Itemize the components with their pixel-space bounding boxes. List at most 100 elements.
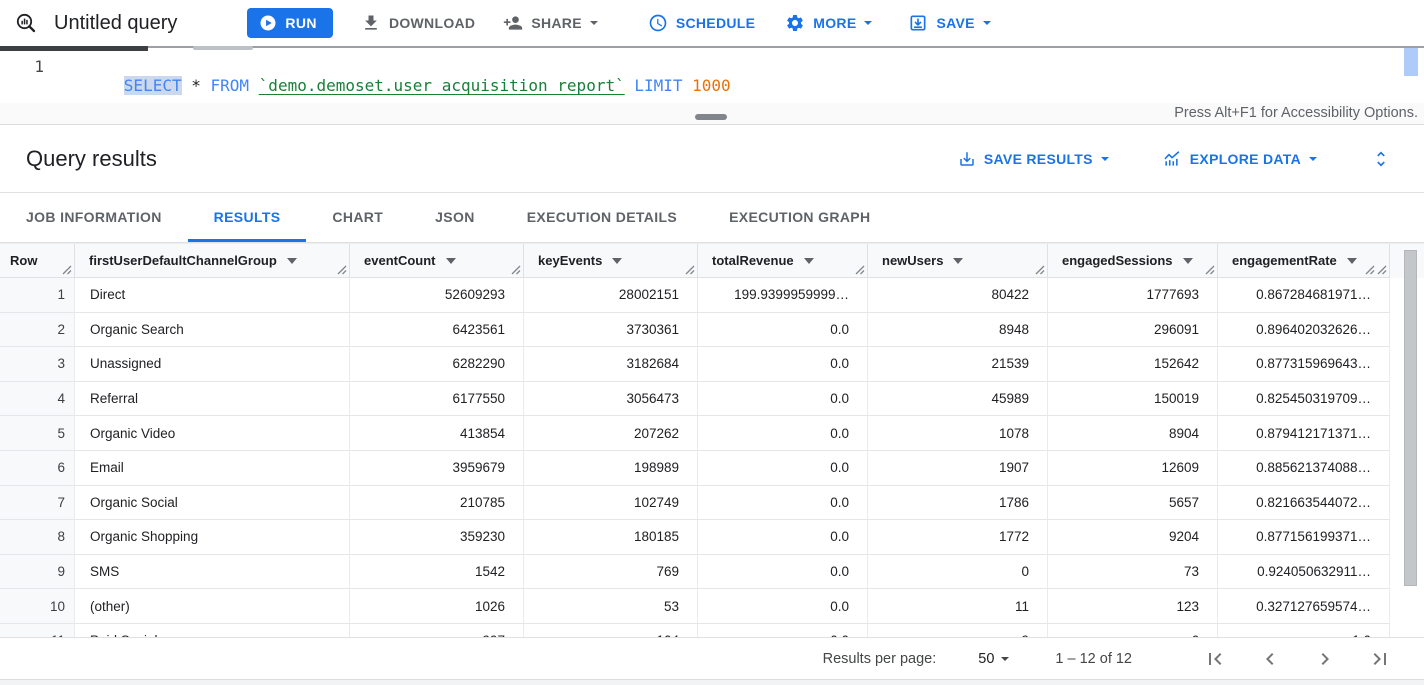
tab-execution-graph[interactable]: EXECUTION GRAPH <box>729 209 871 225</box>
column-header-label: totalRevenue <box>712 253 794 268</box>
table-row: 11Paid Social9971040.0961.0 <box>0 623 1424 637</box>
table-edge-resize-handle-icon[interactable] <box>1365 265 1375 275</box>
column-resize-handle-icon[interactable] <box>685 265 695 275</box>
column-header-label: newUsers <box>882 253 944 268</box>
previous-page-button[interactable] <box>1258 647 1282 671</box>
table-cell: 1907 <box>868 450 1048 486</box>
table-cell: Organic Video <box>75 416 350 451</box>
column-sort-caret-icon[interactable] <box>953 257 964 264</box>
page-size-select[interactable]: 50 <box>978 650 1010 667</box>
table-row: 6 Email 3959679 198989 0.0 1907 12609 0.8856213… <box>0 450 1424 486</box>
sql-keyword-limit: LIMIT <box>624 76 693 95</box>
column-resize-handle-icon[interactable] <box>1205 265 1215 275</box>
next-page-button[interactable] <box>1313 647 1337 671</box>
more-button[interactable]: MORE <box>785 13 873 33</box>
row-number-cell: 6 <box>0 450 75 486</box>
table-cell: 102749 <box>524 485 698 521</box>
column-header-Row[interactable]: Row <box>0 244 75 278</box>
run-button[interactable]: RUN <box>247 8 333 38</box>
column-sort-caret-icon[interactable] <box>803 257 814 264</box>
table-cell: 53 <box>524 589 698 624</box>
run-button-label: RUN <box>285 15 317 31</box>
column-sort-caret-icon[interactable] <box>1346 257 1357 264</box>
column-header-totalRevenue[interactable]: totalRevenue <box>698 244 868 278</box>
column-header-keyEvents[interactable]: keyEvents <box>524 244 698 278</box>
column-header-eventCount[interactable]: eventCount <box>350 244 524 278</box>
column-header-label: firstUserDefaultChannelGroup <box>89 253 277 268</box>
schedule-button-label: SCHEDULE <box>675 15 756 31</box>
tab-chart[interactable]: CHART <box>332 209 384 225</box>
table-cell: 0.825450319709… <box>1218 381 1390 417</box>
clock-icon <box>648 13 668 33</box>
table-scrollbar-thumb[interactable] <box>1404 250 1417 586</box>
column-sort-caret-icon[interactable] <box>286 257 297 264</box>
table-cell: 6177550 <box>350 381 524 417</box>
share-button-label: SHARE <box>531 15 582 31</box>
column-header-newUsers[interactable]: newUsers <box>868 244 1048 278</box>
column-header-engagedSessions[interactable]: engagedSessions <box>1048 244 1218 278</box>
horizontal-scrollbar-track[interactable] <box>0 679 1424 685</box>
column-sort-caret-icon[interactable] <box>612 257 623 264</box>
page-size-value: 50 <box>978 650 995 667</box>
column-resize-handle-icon[interactable] <box>1377 265 1387 275</box>
table-cell: 0.0 <box>698 381 868 417</box>
column-resize-handle-icon[interactable] <box>1035 265 1045 275</box>
table-row: 1 Direct 52609293 28002151 199.9399959999… 80… <box>0 278 1424 313</box>
column-sort-caret-icon[interactable] <box>445 257 456 264</box>
expand-results-button[interactable] <box>1371 149 1391 169</box>
column-sort-caret-icon[interactable] <box>1182 257 1193 264</box>
table-cell: 0.885621374088… <box>1218 450 1390 486</box>
column-resize-handle-icon[interactable] <box>62 265 72 275</box>
first-page-icon <box>1209 652 1222 665</box>
column-header-firstUserDefaultChannelGroup[interactable]: firstUserDefaultChannelGroup <box>75 244 350 278</box>
chevron-left-icon <box>1266 652 1274 665</box>
table-cell: 52609293 <box>350 278 524 313</box>
editor-scrollbar-thumb[interactable] <box>1404 48 1418 76</box>
table-cell: 997 <box>350 623 524 637</box>
table-cell: 1026 <box>350 589 524 624</box>
person-add-icon <box>503 13 523 33</box>
tab-results[interactable]: RESULTS <box>187 193 307 242</box>
row-number-cell: 5 <box>0 416 75 451</box>
table-cell: 0.0 <box>698 312 868 348</box>
column-header-engagementRate[interactable]: engagementRate <box>1218 244 1390 278</box>
save-button[interactable]: SAVE <box>908 13 991 33</box>
first-page-button[interactable] <box>1203 647 1227 671</box>
table-cell: 150019 <box>1048 381 1218 417</box>
table-cell: 0.896402032626… <box>1218 312 1390 348</box>
table-cell: Direct <box>75 278 350 313</box>
explore-data-button[interactable]: EXPLORE DATA <box>1163 149 1317 168</box>
table-cell: 0.327127659574… <box>1218 589 1390 624</box>
table-cell: 11 <box>868 589 1048 624</box>
table-cell: Organic Shopping <box>75 520 350 555</box>
query-results-header: Query results SAVE RESULTS EXPLORE DATA <box>0 125 1424 193</box>
table-cell: 152642 <box>1048 347 1218 382</box>
table-row: 7 Organic Social 210785 102749 0.0 1786 5657 0.… <box>0 485 1424 521</box>
column-resize-handle-icon[interactable] <box>511 265 521 275</box>
table-row: 3 Unassigned 6282290 3182684 0.0 21539 152642 0… <box>0 347 1424 382</box>
table-cell: 359230 <box>350 520 524 555</box>
table-cell: 0.0 <box>698 554 868 590</box>
tab-json[interactable]: JSON <box>435 209 475 225</box>
download-button[interactable]: DOWNLOAD <box>361 13 475 33</box>
pane-resize-handle[interactable] <box>695 114 727 120</box>
row-number-cell: 1 <box>0 278 75 313</box>
table-cell: 8948 <box>868 312 1048 348</box>
share-button[interactable]: SHARE <box>503 13 598 33</box>
last-page-button[interactable] <box>1368 647 1392 671</box>
more-button-label: MORE <box>813 15 857 31</box>
schedule-button[interactable]: SCHEDULE <box>648 13 755 33</box>
query-magnifier-icon <box>14 11 38 35</box>
sql-table-reference[interactable]: `demo.demoset.user_acquisition_report` <box>258 76 625 95</box>
sql-query-line[interactable]: SELECT * FROM `demo.demoset.user_acquisi… <box>66 57 731 114</box>
sql-editor[interactable]: 1 SELECT * FROM `demo.demoset.user_acqui… <box>0 46 1424 103</box>
column-resize-handle-icon[interactable] <box>337 265 347 275</box>
editor-scroll-pill <box>193 46 253 50</box>
tab-execution-details[interactable]: EXECUTION DETAILS <box>526 209 678 225</box>
tab-job-information[interactable]: JOB INFORMATION <box>26 209 162 225</box>
column-resize-handle-icon[interactable] <box>855 265 865 275</box>
save-results-button[interactable]: SAVE RESULTS <box>958 150 1109 168</box>
table-cell: (other) <box>75 589 350 624</box>
table-cell: 3182684 <box>524 347 698 382</box>
table-cell: 1078 <box>868 416 1048 451</box>
